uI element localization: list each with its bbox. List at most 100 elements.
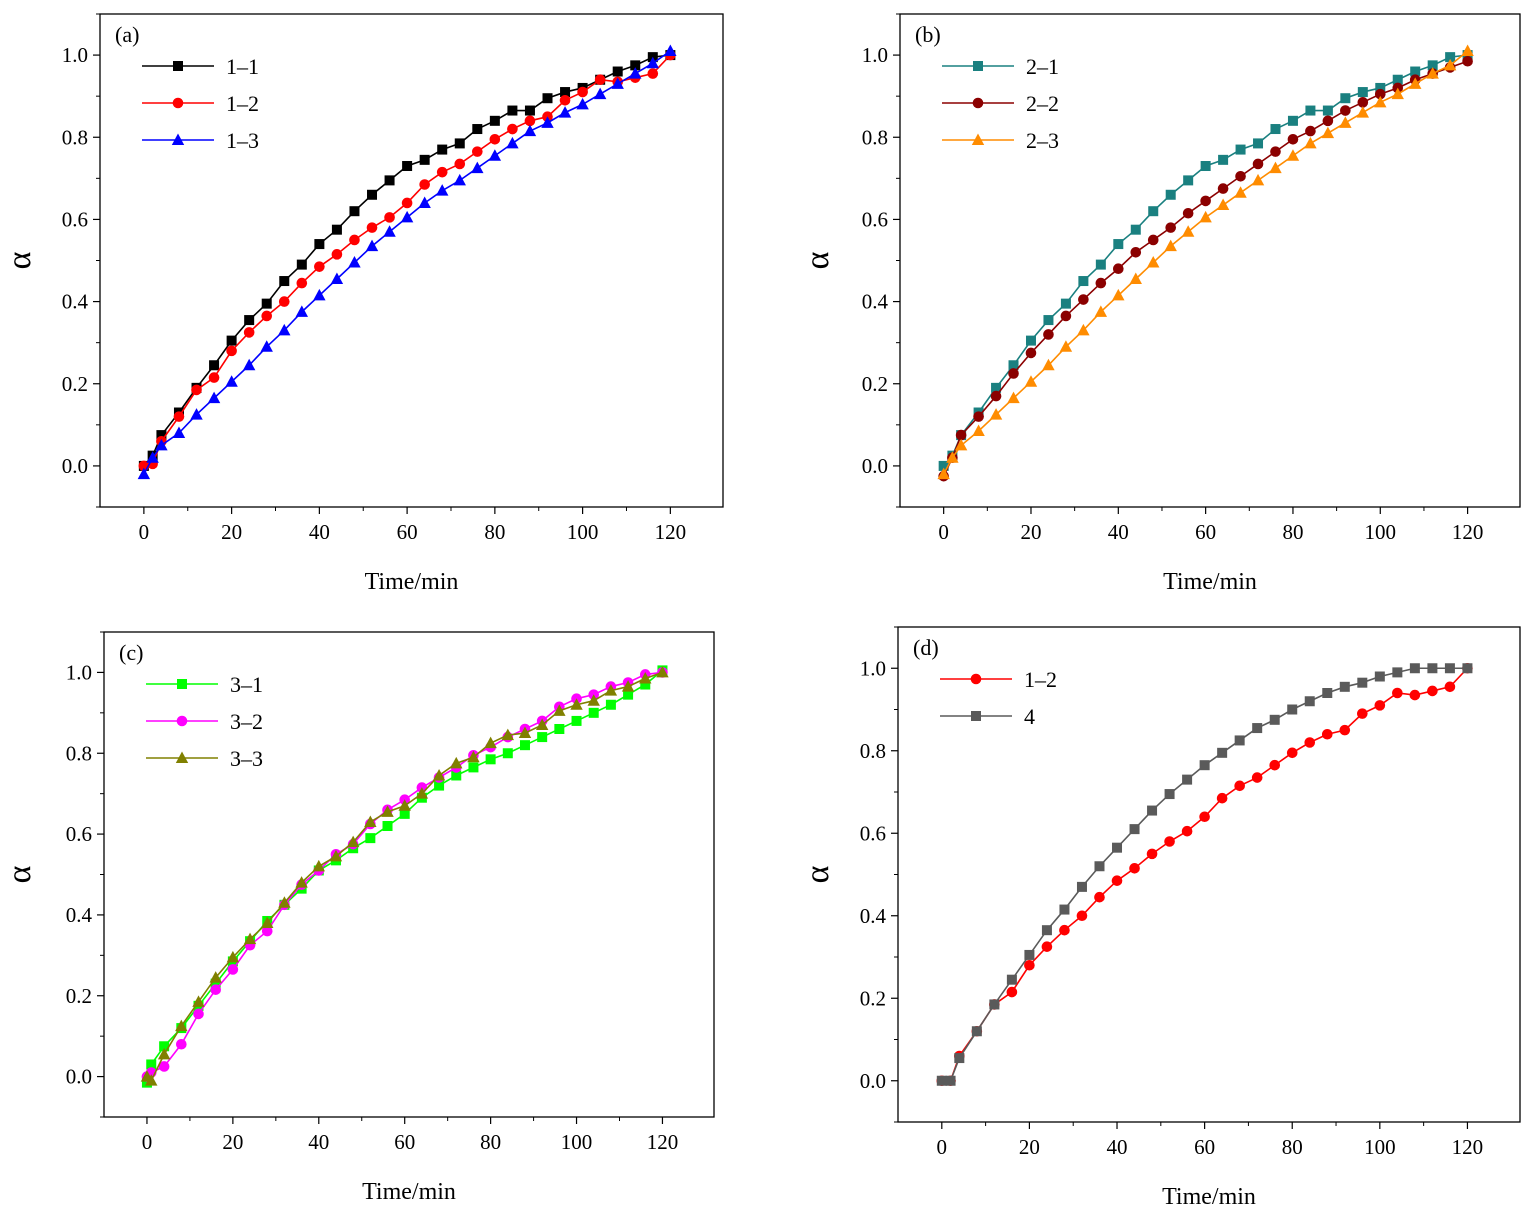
data-point — [489, 115, 500, 126]
data-point — [381, 805, 394, 817]
data-point — [261, 310, 273, 322]
data-point — [451, 770, 462, 781]
data-point — [1129, 863, 1140, 874]
data-point — [296, 277, 308, 289]
data-point — [1060, 298, 1071, 309]
legend-label: 2–1 — [1026, 54, 1059, 79]
series-line — [942, 50, 1469, 475]
data-point — [1234, 735, 1245, 746]
x-tick-label: 0 — [142, 1130, 153, 1154]
data-point — [973, 411, 984, 422]
legend-label: 4 — [1024, 704, 1035, 729]
data-point — [501, 728, 515, 741]
data-point — [1112, 842, 1123, 853]
data-point — [484, 736, 497, 749]
y-axis-title: α — [1, 865, 38, 883]
data-point — [524, 115, 536, 127]
data-point — [1216, 198, 1230, 211]
legend-label: 1–1 — [226, 54, 259, 79]
data-point — [1251, 772, 1263, 783]
data-point — [1147, 234, 1159, 246]
data-point — [1444, 663, 1455, 674]
data-point — [348, 256, 361, 268]
series-line — [941, 667, 1468, 1082]
data-point — [559, 94, 571, 106]
y-tick-label: 1.0 — [860, 656, 886, 680]
data-point — [1129, 272, 1142, 284]
data-point — [971, 1026, 982, 1037]
chart-panel-3: 0 20 40 60 80 100 120 0.0 0.2 0.4 0.6 0.8 1.0 Time/mi… — [1, 631, 715, 1205]
data-point — [242, 358, 256, 371]
data-point — [936, 1075, 947, 1086]
series-1 — [141, 665, 668, 1088]
data-point — [260, 340, 273, 352]
data-point — [656, 665, 669, 678]
data-point — [349, 206, 360, 217]
data-point — [1427, 685, 1438, 697]
data-point — [1374, 95, 1387, 108]
data-point — [541, 116, 554, 128]
data-point — [146, 451, 159, 463]
data-point — [1321, 728, 1333, 740]
data-point — [193, 1008, 204, 1020]
data-point — [261, 925, 273, 937]
data-point — [646, 56, 660, 69]
data-point — [137, 467, 151, 480]
data-point — [1042, 358, 1055, 371]
data-point — [523, 124, 537, 137]
data-point — [1339, 116, 1352, 128]
y-tick-label: 0.2 — [62, 372, 88, 396]
data-point — [1095, 259, 1106, 270]
plot-frame — [897, 626, 1521, 1123]
data-point — [1444, 681, 1456, 693]
data-point — [1374, 671, 1385, 682]
data-point — [1199, 760, 1210, 771]
data-point — [1339, 724, 1351, 736]
data-point — [1322, 105, 1333, 116]
data-point — [1375, 82, 1386, 93]
data-point — [146, 1059, 157, 1070]
data-point — [1216, 792, 1228, 804]
data-point — [1357, 677, 1368, 688]
data-point — [1322, 115, 1334, 127]
series-2 — [936, 663, 1473, 1086]
data-point — [502, 748, 513, 759]
panel-label: (c) — [119, 640, 143, 665]
data-point — [191, 384, 202, 396]
legend-item: 2–2 — [942, 91, 1059, 116]
legend-item: 1–2 — [940, 667, 1057, 692]
y-tick-label: 1.0 — [862, 43, 888, 67]
data-point — [1270, 146, 1281, 157]
chart-panel-2: 0 20 40 60 80 100 120 0.0 0.2 0.4 0.6 0.8 1.0 Time/mi… — [799, 13, 1521, 595]
legend-item: 2–1 — [942, 54, 1059, 79]
legend-marker — [971, 711, 981, 721]
series-line — [143, 54, 671, 467]
legend-item: 3–2 — [146, 709, 263, 734]
data-point — [278, 896, 291, 908]
data-point — [647, 68, 659, 79]
y-tick-label: 0.0 — [62, 454, 88, 478]
y-tick-label: 1.0 — [66, 660, 92, 684]
legend-marker — [172, 97, 184, 109]
data-point — [384, 212, 395, 223]
x-tick-label: 40 — [308, 1130, 329, 1154]
data-point — [1148, 206, 1159, 217]
data-point — [1112, 288, 1125, 301]
data-point — [399, 808, 410, 819]
data-point — [955, 429, 967, 441]
data-point — [415, 787, 429, 799]
data-point — [1181, 225, 1195, 237]
data-point — [1006, 974, 1017, 985]
series-2 — [141, 667, 668, 1082]
data-point — [1286, 747, 1298, 759]
y-axis-title: α — [799, 865, 836, 883]
plot-frame — [99, 13, 724, 508]
x-axis-title: Time/min — [1163, 569, 1257, 595]
x-tick-label: 100 — [561, 1130, 593, 1154]
data-point — [226, 950, 240, 963]
legend-marker — [973, 61, 983, 71]
data-point — [489, 134, 501, 145]
data-point — [155, 438, 168, 451]
data-point — [1076, 910, 1088, 922]
data-point — [329, 849, 343, 862]
